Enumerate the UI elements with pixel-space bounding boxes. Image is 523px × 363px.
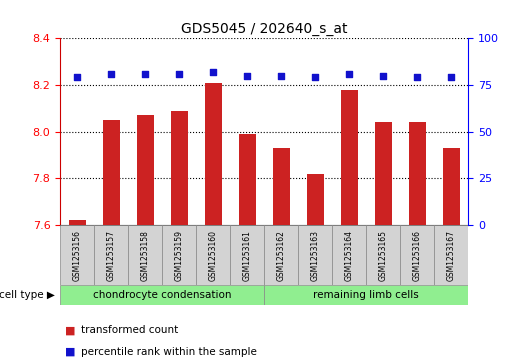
Text: GSM1253159: GSM1253159 (175, 230, 184, 281)
Point (141, 71, 150, 77)
Text: chondrocyte condensation: chondrocyte condensation (93, 290, 231, 300)
Point (73, 74, 82, 80)
Bar (366, 225, 400, 285)
Bar (162, 225, 196, 285)
Bar (196, 225, 230, 285)
Bar (230, 225, 264, 285)
Bar (442, 148, 460, 225)
Text: cell type ▶: cell type ▶ (0, 290, 55, 300)
Bar (408, 122, 426, 225)
Text: remaining limb cells: remaining limb cells (313, 290, 419, 300)
Bar (94, 225, 128, 285)
Bar (306, 174, 324, 225)
Bar (69, 220, 86, 225)
Point (413, 74, 422, 80)
Text: GSM1253164: GSM1253164 (345, 230, 354, 281)
Bar (400, 225, 434, 285)
Bar (264, 225, 298, 285)
Point (175, 71, 184, 77)
Title: GDS5045 / 202640_s_at: GDS5045 / 202640_s_at (181, 22, 347, 36)
Text: GSM1253157: GSM1253157 (107, 230, 116, 281)
Bar (298, 225, 332, 285)
Bar (272, 148, 290, 225)
Bar (60, 285, 264, 305)
Bar (170, 111, 188, 225)
Text: GSM1253162: GSM1253162 (277, 230, 286, 281)
Point (345, 71, 354, 77)
Text: percentile rank within the sample: percentile rank within the sample (81, 347, 257, 357)
Point (379, 73, 388, 78)
Bar (103, 120, 120, 225)
Point (311, 74, 320, 80)
Text: ■: ■ (65, 325, 76, 335)
Bar (434, 225, 468, 285)
Text: GSM1253161: GSM1253161 (243, 230, 252, 281)
Bar (238, 134, 256, 225)
Point (209, 69, 218, 75)
Text: GSM1253158: GSM1253158 (141, 230, 150, 281)
Point (277, 73, 286, 78)
Text: GSM1253165: GSM1253165 (379, 230, 388, 281)
Bar (60, 225, 94, 285)
Text: ■: ■ (65, 347, 76, 357)
Bar (128, 225, 162, 285)
Text: GSM1253160: GSM1253160 (209, 230, 218, 281)
Point (107, 71, 116, 77)
Bar (374, 122, 392, 225)
Bar (340, 90, 358, 225)
Bar (204, 82, 222, 225)
Text: transformed count: transformed count (81, 325, 178, 335)
Text: GSM1253166: GSM1253166 (413, 230, 422, 281)
Point (447, 74, 456, 80)
Text: GSM1253167: GSM1253167 (447, 230, 456, 281)
Bar (264, 285, 468, 305)
Text: GSM1253156: GSM1253156 (73, 230, 82, 281)
Point (243, 73, 252, 78)
Bar (332, 225, 366, 285)
Text: GSM1253163: GSM1253163 (311, 230, 320, 281)
Bar (137, 115, 154, 225)
